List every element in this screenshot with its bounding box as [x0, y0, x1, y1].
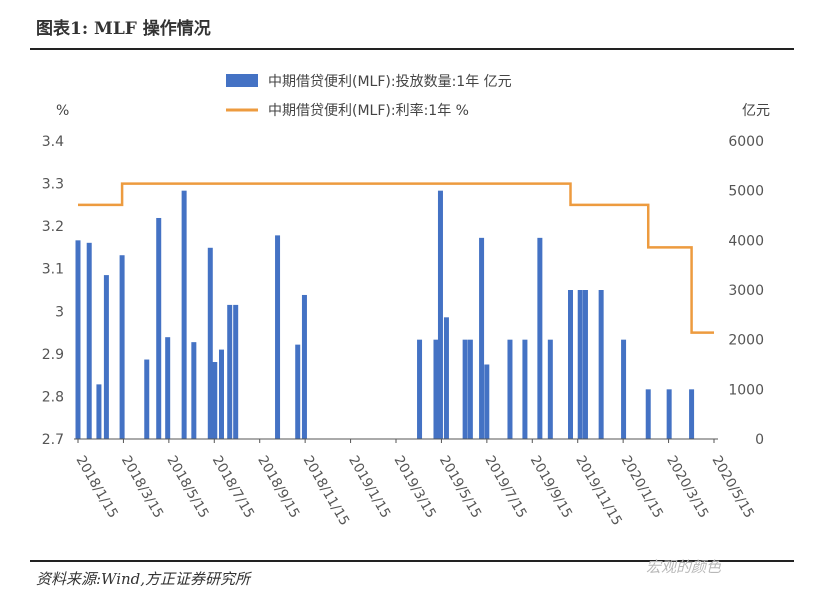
bar [165, 337, 171, 439]
left-tick-label: 3 [55, 304, 64, 320]
legend: 中期借贷便利(MLF):投放数量:1年 亿元 中期借贷便利(MLF):利率:1年… [226, 74, 512, 119]
bar [443, 317, 449, 439]
x-tick-label: 2020/1/15 [618, 453, 666, 521]
line-series [78, 182, 714, 334]
bar [227, 304, 233, 439]
bar [645, 389, 651, 439]
left-tick-label: 2.9 [42, 347, 64, 363]
bar [191, 342, 197, 439]
bar [212, 362, 218, 439]
x-tick-label: 2018/5/15 [163, 453, 211, 521]
bar [666, 389, 672, 439]
left-axis-unit: % [56, 103, 69, 119]
left-tick-label: 3.4 [42, 134, 64, 150]
bar [577, 290, 583, 439]
bar [181, 190, 187, 439]
figure-title: 图表1: MLF 操作情况 [36, 19, 211, 39]
left-tick-label: 2.7 [42, 432, 64, 448]
bottom-rule [30, 560, 794, 562]
x-tick-label: 2019/7/15 [481, 453, 529, 521]
right-tick-label: 0 [755, 432, 764, 448]
bar [417, 339, 423, 439]
x-tick-label: 2018/9/15 [254, 453, 302, 521]
bar [689, 389, 695, 439]
bar [598, 290, 604, 439]
bar [507, 339, 513, 439]
source-note: 资料来源:Wind,方正证券研究所 [36, 570, 251, 588]
top-rule [30, 48, 794, 50]
bar [75, 240, 81, 439]
x-tick-label: 2020/5/15 [709, 453, 757, 521]
bar [467, 339, 473, 439]
x-tick-label: 2019/3/15 [391, 453, 439, 521]
x-tick-label: 2018/11/15 [300, 453, 353, 528]
bar [156, 217, 162, 439]
right-tick-label: 6000 [728, 134, 764, 150]
right-tick-label: 5000 [728, 184, 764, 200]
bar [233, 304, 239, 439]
x-tick-label: 2019/1/15 [345, 453, 393, 521]
bar [86, 242, 92, 439]
right-axis: 6000 5000 4000 3000 2000 1000 0 [728, 134, 764, 448]
bar [295, 344, 301, 439]
bar [433, 339, 439, 439]
rate-line [78, 182, 714, 334]
bar [547, 339, 553, 439]
bar [621, 339, 627, 439]
bar [119, 255, 125, 439]
bar [484, 364, 490, 439]
bar [479, 237, 485, 439]
left-tick-label: 3.1 [42, 262, 64, 278]
bar [437, 190, 443, 439]
x-tick-label: 2018/1/15 [73, 453, 121, 521]
legend-label-bar: 中期借贷便利(MLF):投放数量:1年 亿元 [268, 74, 512, 90]
left-tick-label: 3.3 [42, 177, 64, 193]
bar [537, 237, 543, 439]
x-tick-label: 2018/3/15 [118, 453, 166, 521]
left-axis: 3.4 3.3 3.2 3.1 3 2.9 2.8 2.7 [42, 134, 64, 448]
watermark: 宏观的颜色 [646, 558, 722, 576]
bar [207, 247, 213, 439]
right-tick-label: 4000 [728, 233, 764, 249]
x-tick-label: 2020/3/15 [663, 453, 711, 521]
right-axis-unit: 亿元 [742, 103, 770, 119]
left-tick-label: 2.8 [42, 389, 64, 405]
bar [568, 290, 574, 439]
bar [522, 339, 528, 439]
legend-swatch-bar [226, 74, 258, 87]
bar [218, 349, 224, 439]
bar [96, 384, 102, 439]
bar [301, 294, 307, 439]
bar [462, 339, 468, 439]
bar [582, 290, 588, 439]
bar [103, 275, 109, 439]
legend-label-line: 中期借贷便利(MLF):利率:1年 % [268, 102, 469, 119]
x-tick-label: 2019/9/15 [527, 453, 575, 521]
x-tick-label: 2019/11/15 [572, 453, 625, 528]
right-tick-label: 3000 [728, 283, 764, 299]
x-tick-label: 2019/5/15 [436, 453, 484, 521]
right-tick-label: 1000 [728, 382, 764, 398]
x-axis: 2018/1/152018/3/152018/5/152018/7/152018… [73, 439, 757, 528]
bar-series [75, 190, 695, 439]
right-tick-label: 2000 [728, 333, 764, 349]
bar [275, 235, 281, 439]
bar [144, 359, 150, 439]
x-tick-label: 2018/7/15 [209, 453, 257, 521]
left-tick-label: 3.2 [42, 219, 64, 235]
